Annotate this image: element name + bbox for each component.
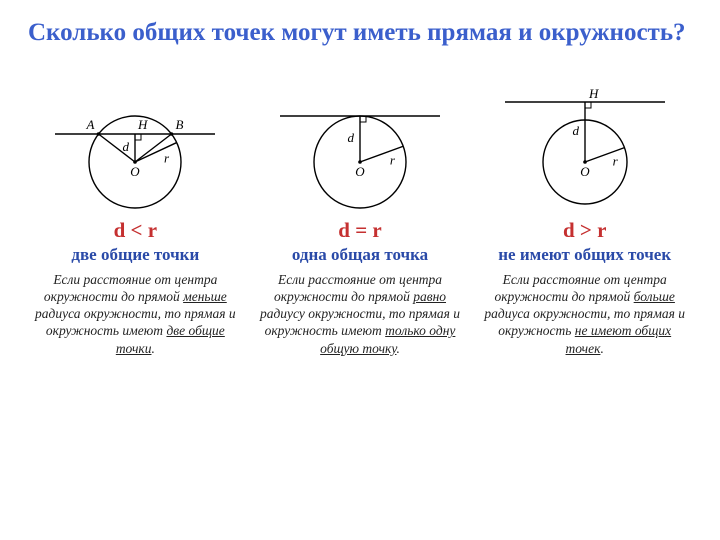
svg-text:A: A bbox=[86, 117, 95, 132]
svg-text:B: B bbox=[176, 117, 184, 132]
svg-text:d: d bbox=[123, 139, 130, 154]
svg-text:O: O bbox=[355, 164, 365, 179]
column-external: Od r H d > r не имеют общих точек Если рас… bbox=[477, 76, 692, 357]
svg-text:H: H bbox=[588, 86, 599, 101]
description-1: Если расстояние от центра окружности до … bbox=[28, 271, 243, 357]
caption-3: не имеют общих точек bbox=[498, 245, 671, 265]
column-secant: Od r A B H d < r две общие точки Если рассто… bbox=[28, 76, 243, 357]
diagram-tangent: Od r bbox=[280, 76, 440, 216]
svg-text:d: d bbox=[572, 123, 579, 138]
columns-container: Od r A B H d < r две общие точки Если рассто… bbox=[28, 76, 692, 357]
diagram-secant: Od r A B H bbox=[55, 76, 215, 216]
svg-text:O: O bbox=[580, 164, 590, 179]
relation-3: d > r bbox=[563, 218, 606, 243]
diagram-external: Od r H bbox=[505, 76, 665, 216]
svg-text:H: H bbox=[137, 117, 148, 132]
description-2: Если расстояние от центра окружности до … bbox=[253, 271, 468, 357]
svg-text:O: O bbox=[131, 164, 141, 179]
svg-text:r: r bbox=[390, 153, 396, 168]
relation-2: d = r bbox=[338, 218, 381, 243]
caption-2: одна общая точка bbox=[292, 245, 428, 265]
column-tangent: Od r d = r одна общая точка Если расстоян… bbox=[253, 76, 468, 357]
svg-text:d: d bbox=[348, 130, 355, 145]
caption-1: две общие точки bbox=[71, 245, 199, 265]
svg-text:r: r bbox=[612, 153, 618, 168]
relation-1: d < r bbox=[114, 218, 157, 243]
description-3: Если расстояние от центра окружности до … bbox=[477, 271, 692, 357]
svg-text:r: r bbox=[164, 150, 170, 165]
page-title: Сколько общих точек могут иметь прямая и… bbox=[28, 18, 692, 48]
